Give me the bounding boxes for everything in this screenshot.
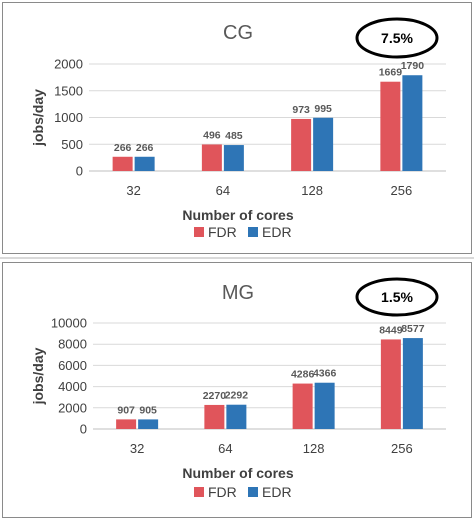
legend-swatch-fdr xyxy=(194,487,204,497)
bar-fdr-128 xyxy=(291,118,312,171)
cg-chart-panel: CG 0 500 1000 1500 2000 jobs/day 266 266 32 496 485… xyxy=(2,2,472,254)
bar-edr-256 xyxy=(402,75,423,171)
bar-fdr-256 xyxy=(380,339,401,429)
y-tick-label: 1500 xyxy=(54,83,83,98)
data-label: 905 xyxy=(139,404,157,416)
x-tick-label: 128 xyxy=(301,183,323,198)
x-tick-label: 32 xyxy=(126,183,140,198)
annotation-ellipse xyxy=(355,277,439,317)
legend-label-fdr: FDR xyxy=(208,224,237,240)
mg-chart-title: MG xyxy=(222,282,254,304)
y-tick-label: 6000 xyxy=(58,358,87,373)
x-axis-title: Number of cores xyxy=(182,207,293,223)
data-label: 1669 xyxy=(379,67,403,79)
bar-fdr-128 xyxy=(292,383,313,429)
bar-edr-32 xyxy=(134,156,155,171)
x-tick-label: 64 xyxy=(218,441,232,456)
bar-edr-256 xyxy=(402,338,423,429)
legend-swatch-edr xyxy=(248,487,258,497)
bar-edr-128 xyxy=(314,382,335,429)
data-label: 4286 xyxy=(291,369,315,381)
y-tick-label: 0 xyxy=(80,422,87,437)
mg-chart: MG 0 2000 4000 6000 8000 10000 jobs/day 907 905 32… xyxy=(30,277,446,500)
data-label: 266 xyxy=(136,142,154,154)
cg-chart-group: CG 0 500 1000 1500 2000 jobs/day 266 266 32 496 485… xyxy=(30,17,446,240)
x-tick-label: 32 xyxy=(130,441,144,456)
bar-edr-64 xyxy=(226,404,247,429)
x-tick-label: 128 xyxy=(303,441,325,456)
legend-swatch-edr xyxy=(248,227,258,237)
data-label: 973 xyxy=(292,104,310,116)
legend-label-edr: EDR xyxy=(262,484,292,500)
bar-fdr-32 xyxy=(112,156,133,171)
bar-edr-32 xyxy=(138,419,159,429)
bar-fdr-32 xyxy=(116,419,137,429)
bar-fdr-256 xyxy=(380,81,401,171)
y-tick-label: 2000 xyxy=(54,57,83,72)
y-tick-label: 500 xyxy=(61,137,83,152)
y-tick-label: 2000 xyxy=(58,400,87,415)
data-label: 8577 xyxy=(401,323,425,335)
annotation-label: 1.5% xyxy=(381,289,413,305)
annotation-label: 7.5% xyxy=(381,30,413,46)
legend-label-fdr: FDR xyxy=(208,484,237,500)
data-label: 2270 xyxy=(203,390,227,402)
x-tick-label: 64 xyxy=(216,183,230,198)
panel-divider xyxy=(0,257,474,259)
bar-fdr-64 xyxy=(204,404,225,429)
data-label: 995 xyxy=(314,103,332,115)
data-label: 266 xyxy=(114,142,132,154)
y-axis-title: jobs/day xyxy=(30,89,46,147)
data-label: 8449 xyxy=(379,324,403,336)
data-label: 1790 xyxy=(401,60,425,72)
y-tick-label: 4000 xyxy=(58,379,87,394)
bar-edr-64 xyxy=(223,145,244,171)
annotation-ellipse xyxy=(355,17,439,59)
data-label: 4366 xyxy=(313,368,337,380)
legend-label-edr: EDR xyxy=(262,224,292,240)
data-label: 496 xyxy=(203,129,221,141)
y-tick-label: 0 xyxy=(76,164,83,179)
y-tick-label: 1000 xyxy=(54,110,83,125)
legend-swatch-fdr xyxy=(194,227,204,237)
y-tick-label: 10000 xyxy=(51,316,87,331)
x-tick-label: 256 xyxy=(391,183,413,198)
bar-fdr-64 xyxy=(201,144,222,171)
x-tick-label: 256 xyxy=(391,441,413,456)
x-axis-title: Number of cores xyxy=(182,465,293,481)
data-label: 485 xyxy=(225,130,243,142)
cg-chart-title: CG xyxy=(223,22,253,44)
y-axis-title: jobs/day xyxy=(30,347,46,405)
y-tick-label: 8000 xyxy=(58,337,87,352)
data-label: 2292 xyxy=(225,390,249,402)
data-label: 907 xyxy=(117,404,135,416)
cg-chart: CG 0 500 1000 1500 2000 jobs/day 266 266 32 496 485… xyxy=(30,17,446,240)
mg-chart-panel: MG 0 2000 4000 6000 8000 10000 jobs/day 907 905 32… xyxy=(2,262,472,518)
mg-chart-group: MG 0 2000 4000 6000 8000 10000 jobs/day 907 905 32… xyxy=(30,277,446,500)
bar-edr-128 xyxy=(313,117,334,171)
